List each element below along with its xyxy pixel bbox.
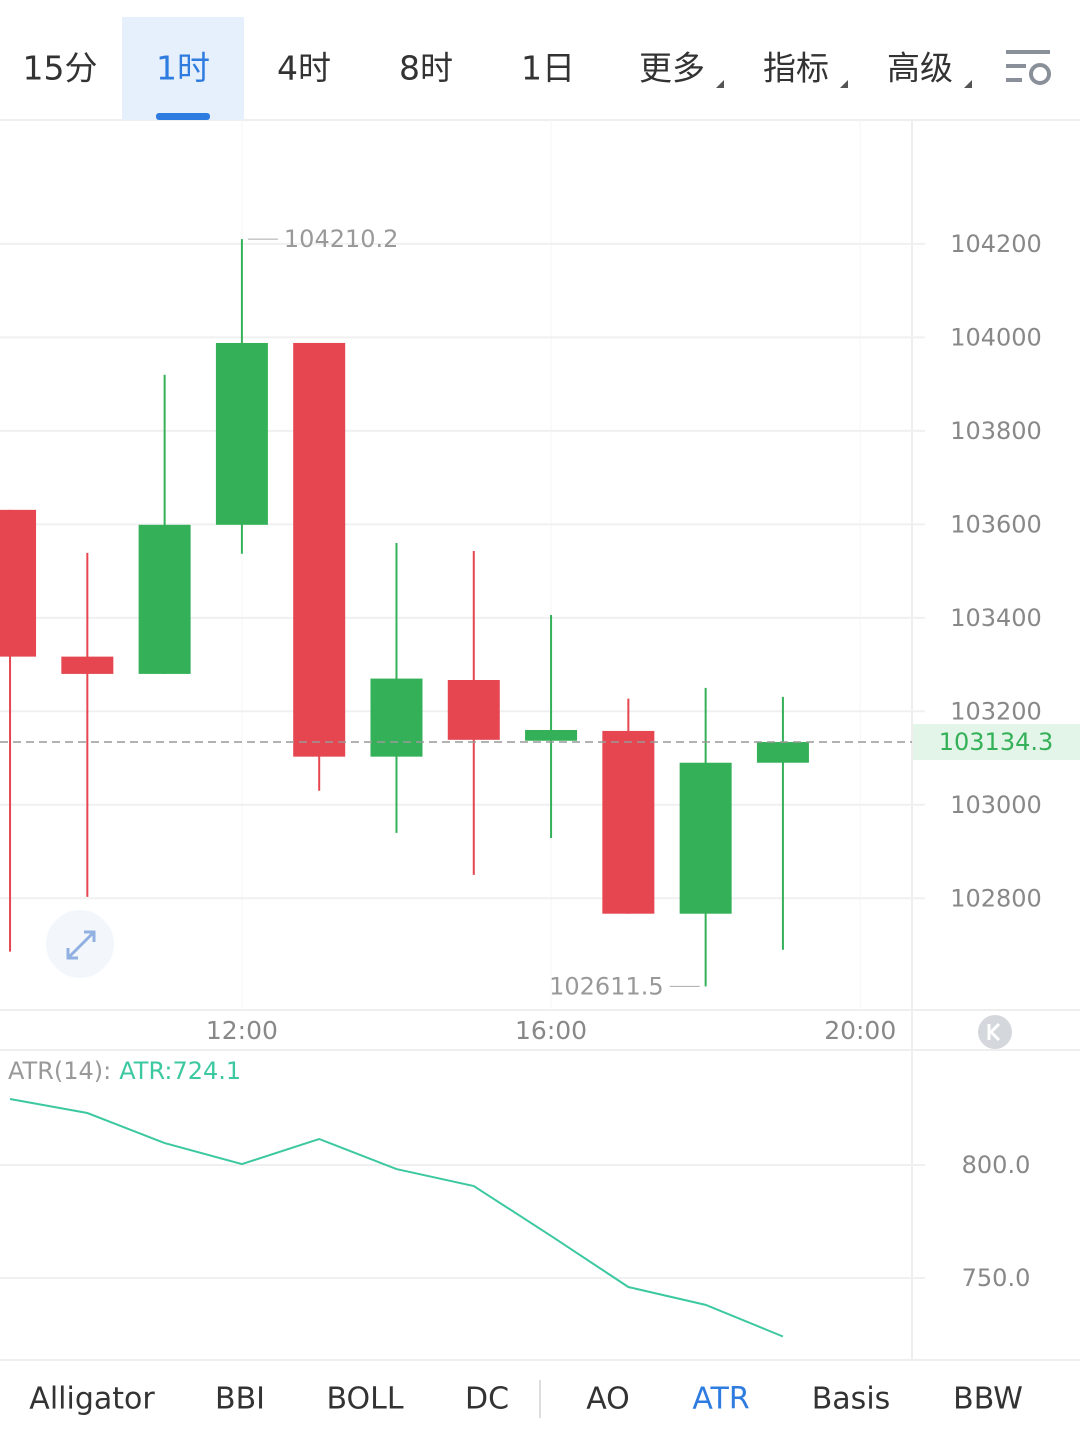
y-tick-label: 103200 — [950, 697, 1042, 725]
y-tick-label: 103400 — [950, 604, 1042, 632]
timeframe-tab[interactable]: 高级 — [887, 49, 953, 88]
atr-line — [9, 1098, 784, 1338]
active-tab-bg — [122, 17, 244, 120]
last-price-label: 103134.3 — [939, 728, 1054, 756]
timeframe-tab[interactable]: 1时 — [156, 49, 210, 88]
high-label: 104210.2 — [284, 225, 399, 253]
indicator-name: ATR(14): — [8, 1057, 111, 1085]
indicator-title: ATR(14): ATR:724.1 — [8, 1057, 241, 1085]
candle-body — [756, 742, 809, 763]
timeframe-tab[interactable]: 指标 — [763, 49, 829, 88]
y-tick-label: 102800 — [950, 884, 1042, 912]
dropdown-caret — [964, 80, 972, 88]
indicator-tab[interactable]: BBI — [215, 1382, 265, 1417]
candle-body — [370, 678, 423, 757]
y-tick-label: 103800 — [950, 417, 1042, 445]
settings-icon[interactable] — [1006, 50, 1051, 85]
expand-button[interactable] — [46, 910, 114, 978]
candle-body — [679, 762, 732, 914]
candle-body — [293, 342, 346, 757]
active-tab-indicator — [156, 113, 210, 120]
timeframe-tab[interactable]: 15分 — [23, 49, 98, 88]
y-tick-label: 800.0 — [962, 1151, 1031, 1179]
indicator-tab[interactable]: DC — [465, 1382, 509, 1417]
x-tick-label: 20:00 — [824, 1016, 896, 1045]
candle-body — [215, 342, 268, 525]
indicator-tab[interactable]: BOLL — [326, 1382, 403, 1417]
timeframe-tab[interactable]: 4时 — [277, 49, 331, 88]
y-tick-label: 750.0 — [962, 1264, 1031, 1292]
last-price-badge — [913, 724, 1080, 761]
timeframe-tab[interactable]: 更多 — [639, 49, 705, 88]
y-tick-label: 103600 — [950, 510, 1042, 538]
y-tick-label: 104200 — [950, 230, 1042, 258]
indicator-tab[interactable]: Alligator — [29, 1382, 155, 1417]
candle-body — [447, 679, 500, 740]
candle-body — [138, 524, 191, 674]
timeframe-tab[interactable]: 1日 — [521, 49, 575, 88]
indicator-tab[interactable]: AO — [586, 1382, 630, 1417]
indicator-tab[interactable]: Basis — [812, 1382, 891, 1417]
indicator-value: ATR:724.1 — [119, 1057, 241, 1085]
indicator-tab[interactable]: BBW — [953, 1382, 1023, 1417]
x-tick-label: 12:00 — [206, 1016, 278, 1045]
indicator-tab[interactable]: ATR — [692, 1382, 749, 1417]
x-tick-label: 16:00 — [515, 1016, 587, 1045]
dropdown-caret — [716, 80, 724, 88]
y-tick-label: 103000 — [950, 791, 1042, 819]
candle-body — [0, 509, 37, 657]
timeframe-tab[interactable]: 8时 — [399, 49, 453, 88]
low-label: 102611.5 — [549, 972, 664, 1000]
dropdown-caret — [840, 80, 848, 88]
candle-body — [61, 656, 114, 674]
candle-body — [525, 730, 578, 741]
y-tick-label: 104000 — [950, 323, 1042, 351]
scroll-end-button[interactable] — [978, 1015, 1012, 1049]
candle-body — [602, 730, 655, 914]
